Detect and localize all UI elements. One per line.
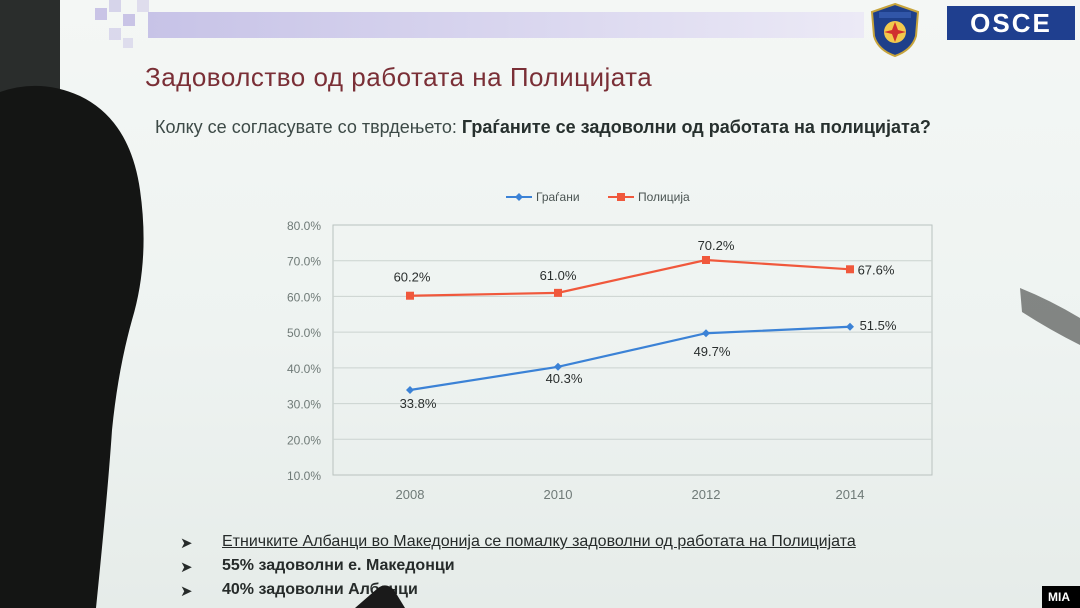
police-badge-icon bbox=[870, 2, 920, 58]
data-point bbox=[702, 329, 710, 338]
arrow-bullet-icon: ➤ bbox=[180, 559, 193, 576]
data-label: 49.7% bbox=[694, 344, 731, 359]
title-bar-decoration bbox=[148, 12, 864, 38]
y-tick-label: 30.0% bbox=[287, 398, 321, 412]
survey-question: Колку се согласувате со тврдењето: Граѓа… bbox=[155, 114, 1015, 141]
y-tick-label: 60.0% bbox=[287, 290, 321, 304]
y-tick-label: 10.0% bbox=[287, 469, 321, 483]
data-point bbox=[406, 386, 414, 394]
bullet-item: ➤ 40% задоволни Албанци bbox=[180, 581, 1060, 605]
y-tick-label: 70.0% bbox=[287, 255, 321, 269]
data-label: 61.0% bbox=[540, 268, 577, 283]
series-line bbox=[409, 325, 851, 392]
data-label: 70.2% bbox=[698, 238, 735, 253]
bullet-item: ➤ 55% задоволни е. Македонци bbox=[180, 557, 1060, 581]
legend-label: Полиција bbox=[638, 190, 690, 204]
y-tick-label: 20.0% bbox=[287, 433, 321, 447]
bullet-list: ➤ Етничките Албанци во Македонија се пом… bbox=[180, 533, 1060, 605]
data-point bbox=[554, 288, 562, 297]
data-label: 51.5% bbox=[860, 318, 897, 333]
osce-logo: OSCE bbox=[947, 6, 1075, 40]
data-point bbox=[406, 291, 414, 300]
legend-label: Граѓани bbox=[536, 190, 580, 204]
bullet-text: 55% задоволни е. Македонци bbox=[222, 557, 455, 574]
arrow-bullet-icon: ➤ bbox=[180, 583, 193, 600]
projection-screen bbox=[60, 0, 1080, 608]
data-point bbox=[846, 265, 854, 274]
data-label: 40.3% bbox=[546, 371, 583, 386]
legend-marker bbox=[617, 193, 625, 201]
data-label: 60.2% bbox=[394, 270, 431, 285]
legend-marker bbox=[515, 193, 523, 201]
y-tick-label: 50.0% bbox=[287, 326, 321, 340]
data-point bbox=[846, 322, 854, 331]
slide-title: Задоволство од работата на Полицијата bbox=[145, 62, 653, 92]
series-line bbox=[409, 258, 851, 297]
data-label: 67.6% bbox=[858, 262, 895, 277]
watermark-label: MIA bbox=[1048, 590, 1070, 604]
x-tick-label: 2010 bbox=[544, 487, 573, 502]
bullet-text: 40% задоволни Албанци bbox=[222, 581, 418, 598]
x-tick-label: 2012 bbox=[692, 487, 721, 502]
data-point bbox=[702, 256, 710, 264]
question-prefix: Колку се согласувате со тврдењето: bbox=[155, 117, 462, 137]
bullet-item: ➤ Етничките Албанци во Македонија се пом… bbox=[180, 533, 1060, 557]
y-tick-label: 40.0% bbox=[287, 362, 321, 376]
x-tick-label: 2014 bbox=[836, 487, 865, 502]
plot-area bbox=[332, 224, 933, 476]
arrow-bullet-icon: ➤ bbox=[180, 535, 193, 552]
data-label: 33.8% bbox=[400, 396, 437, 411]
data-point bbox=[554, 362, 562, 371]
bullet-text: Етничките Албанци во Македонија се помал… bbox=[222, 533, 856, 550]
decorative-squares bbox=[95, 0, 165, 52]
y-tick-label: 80.0% bbox=[287, 219, 321, 233]
x-tick-label: 2008 bbox=[396, 487, 425, 502]
question-statement: Граѓаните се задоволни од работата на по… bbox=[461, 117, 931, 137]
